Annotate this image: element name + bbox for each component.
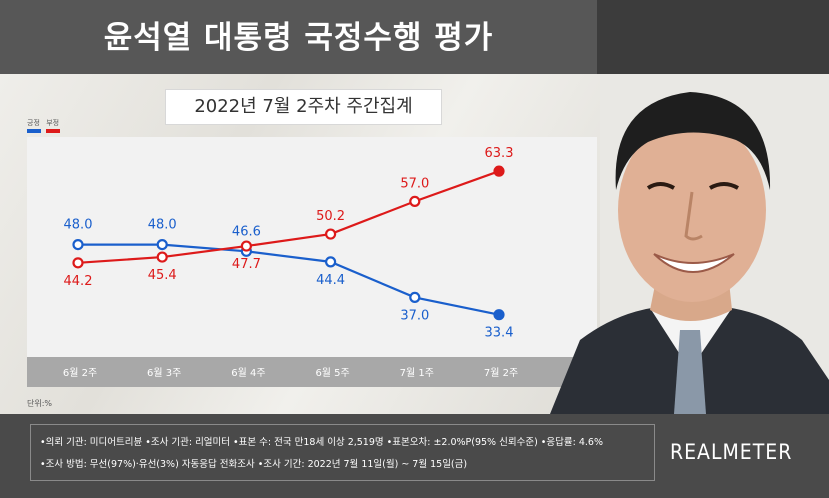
x-tick-label: 6월 5주 — [315, 367, 349, 379]
data-point-negative — [240, 240, 252, 252]
period-subtitle: 2022년 7월 2주차 주간집계 — [165, 89, 442, 125]
data-label-positive: 48.0 — [148, 218, 177, 233]
legend-item-negative: 부정 — [46, 118, 61, 133]
page-title: 윤석열 대통령 국정수행 평가 — [103, 20, 494, 56]
x-tick-label: 7월 2주 — [484, 367, 518, 379]
data-label-positive: 46.6 — [232, 224, 261, 239]
data-label-negative: 45.4 — [148, 268, 177, 283]
data-point-positive — [325, 256, 337, 268]
survey-note-1: •의뢰 기관: 미디어트리뷴 •조사 기관: 리얼미터 •표본 수: 전국 만1… — [40, 437, 603, 448]
survey-note-2: •조사 방법: 무선(97%)·유선(3%) 자동응답 전화조사 •조사 기간:… — [40, 459, 468, 470]
x-tick-label: 7월 1주 — [400, 367, 434, 379]
unit-label: 단위:% — [27, 399, 53, 408]
x-tick-label: 6월 3주 — [147, 367, 181, 379]
legend-swatch-positive — [27, 129, 41, 133]
data-point-positive — [493, 309, 505, 321]
data-point-positive — [72, 239, 84, 251]
series-line-positive — [78, 243, 500, 316]
x-tick-label: 6월 4주 — [231, 367, 265, 379]
x-tick-label: 6월 2주 — [63, 367, 97, 379]
data-label-negative: 47.7 — [232, 257, 261, 272]
data-label-positive: 44.4 — [316, 273, 345, 288]
data-point-negative — [409, 195, 421, 207]
data-point-negative — [493, 165, 505, 177]
legend-swatch-negative — [46, 129, 61, 133]
data-label-negative: 44.2 — [64, 274, 93, 289]
president-photo — [550, 92, 829, 414]
footer-bar — [0, 414, 829, 498]
data-point-negative — [156, 251, 168, 263]
data-point-positive — [156, 239, 168, 251]
data-label-positive: 48.0 — [64, 218, 93, 233]
survey-notes-box — [30, 424, 655, 481]
legend-label-positive: 긍정 — [27, 119, 40, 127]
data-label-negative: 50.2 — [316, 209, 345, 224]
data-label-positive: 33.4 — [485, 326, 514, 341]
header-bar-dark — [597, 0, 829, 74]
header-bar — [0, 0, 597, 74]
chart-legend: 긍정 부정 — [27, 118, 63, 133]
data-label-negative: 63.3 — [485, 146, 514, 161]
data-point-positive — [409, 291, 421, 303]
data-point-negative — [325, 228, 337, 240]
legend-label-negative: 부정 — [46, 119, 60, 127]
data-label-negative: 57.0 — [400, 176, 429, 191]
series-line-negative — [77, 170, 500, 264]
data-label-positive: 37.0 — [400, 308, 429, 323]
brand-logo: REALMETER — [670, 440, 793, 464]
legend-item-positive: 긍정 — [27, 118, 41, 133]
data-point-negative — [72, 257, 84, 269]
x-axis-band — [27, 357, 597, 387]
